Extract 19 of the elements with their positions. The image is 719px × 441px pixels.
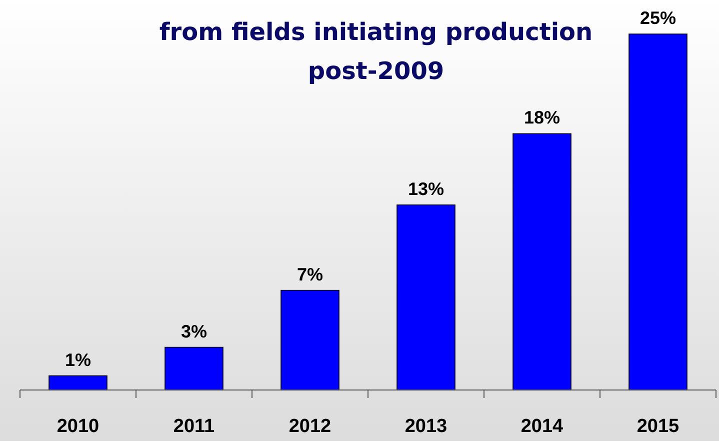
bar xyxy=(280,290,340,390)
data-label: 1% xyxy=(64,350,92,370)
data-label: 13% xyxy=(408,178,444,199)
data-label: 7% xyxy=(296,264,324,284)
data-label: 18% xyxy=(524,108,560,128)
x-tick-label: 2011 xyxy=(173,416,216,437)
chart-title: from fields initiating production post-2009 xyxy=(159,18,593,85)
x-tick-label: 2014 xyxy=(520,416,564,437)
bar xyxy=(164,346,224,390)
data-label: 25% xyxy=(640,8,676,28)
bar xyxy=(48,375,108,390)
x-tick-label: 2012 xyxy=(288,416,332,437)
x-tick-label: 2013 xyxy=(404,416,448,437)
bar xyxy=(512,133,572,390)
data-label: 3% xyxy=(180,321,208,342)
bar xyxy=(396,204,456,390)
x-tick-label: 2015 xyxy=(636,416,680,437)
bar xyxy=(628,34,688,390)
x-tick-label: 2010 xyxy=(56,416,100,437)
